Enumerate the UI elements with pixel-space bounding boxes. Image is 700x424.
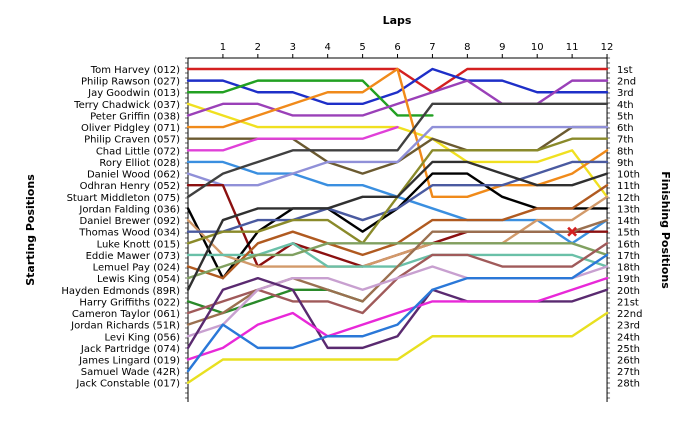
- start-position-label: Philip Rawson (027): [81, 77, 180, 88]
- x-tick-label: 12: [601, 42, 614, 53]
- finish-position-label: 11th: [617, 181, 640, 192]
- start-position-label: Oliver Pidgley (071): [81, 123, 180, 134]
- finish-position-label: 3rd: [617, 88, 634, 99]
- finish-position-label: 10th: [617, 170, 640, 181]
- start-position-label: Levi King (056): [104, 332, 180, 343]
- race-series-line: [186, 79, 434, 117]
- race-series-line: [186, 218, 609, 326]
- race-series-line: [186, 137, 609, 245]
- finish-position-label: 7th: [617, 135, 634, 146]
- finish-position-label: 14th: [617, 216, 640, 227]
- start-position-label: Eddie Mawer (073): [86, 251, 180, 262]
- start-position-label: Samuel Wade (42R): [81, 367, 180, 378]
- x-tick-label: 5: [359, 42, 365, 53]
- left-axis-title: Starting Positions: [24, 174, 37, 286]
- incident-marker-stroke: [567, 226, 578, 237]
- finish-position-label: 6th: [617, 123, 634, 134]
- finish-position-label: 24th: [617, 332, 640, 343]
- race-series-line: [186, 160, 609, 291]
- right-axis-title: Finishing Positions: [659, 171, 672, 289]
- finish-position-label: 18th: [617, 263, 640, 274]
- x-tick-label: 11: [566, 42, 579, 53]
- race-series-line: [186, 253, 609, 373]
- race-series-line: [186, 311, 609, 384]
- race-series-line: [186, 276, 609, 361]
- start-position-label: Jay Goodwin (013): [87, 88, 180, 99]
- finish-position-label: 4th: [617, 100, 634, 111]
- x-tick-label: 7: [429, 42, 435, 53]
- start-position-label: Peter Griffin (038): [90, 111, 180, 122]
- finish-position-label: 23rd: [617, 321, 640, 332]
- finish-position-label: 8th: [617, 146, 634, 157]
- race-series-line: [186, 125, 399, 152]
- x-tick-label: 10: [531, 42, 544, 53]
- finish-position-label: 20th: [617, 286, 640, 297]
- start-position-label: Lewis King (054): [97, 274, 180, 285]
- finish-position-label: 26th: [617, 356, 640, 367]
- finish-position-label: 2nd: [617, 77, 636, 88]
- finish-position-label: 27th: [617, 367, 640, 378]
- race-series-line: [186, 195, 609, 268]
- start-position-label: Daniel Brewer (092): [80, 216, 181, 227]
- start-position-label: Harry Griffiths (022): [79, 297, 180, 308]
- x-tick-label: 8: [464, 42, 470, 53]
- race-series-line: [186, 67, 609, 199]
- start-position-label: Chad Little (072): [96, 146, 180, 157]
- race-series-line: [186, 67, 609, 106]
- start-position-label: Luke Knott (015): [97, 239, 181, 250]
- race-series-line: [186, 102, 609, 199]
- x-tick-label: 4: [324, 42, 330, 53]
- finish-position-label: 15th: [617, 228, 640, 239]
- x-tick-label: 9: [499, 42, 505, 53]
- start-position-label: Lemuel Pay (024): [93, 263, 181, 274]
- finish-position-label: 25th: [617, 344, 640, 355]
- chart-title: Laps: [383, 14, 412, 27]
- race-series-line: [186, 79, 609, 117]
- start-position-label: Cameron Taylor (061): [72, 309, 180, 320]
- start-position-label: Odhran Henry (052): [80, 181, 181, 192]
- start-position-label: Jack Partridge (074): [80, 344, 180, 355]
- start-position-label: Tom Harvey (012): [90, 65, 180, 76]
- start-position-label: Jordan Falding (036): [78, 204, 180, 215]
- finish-position-label: 5th: [617, 111, 634, 122]
- start-position-label: Philip Craven (057): [84, 135, 180, 146]
- start-position-label: Stuart Middleton (075): [67, 193, 181, 204]
- x-tick-label: 6: [394, 42, 400, 53]
- x-tick-label: 1: [220, 42, 226, 53]
- x-tick-label: 3: [290, 42, 296, 53]
- race-series-line: [186, 160, 609, 233]
- start-position-label: Daniel Wood (062): [87, 170, 180, 181]
- finish-position-label: 9th: [617, 158, 634, 169]
- finish-position-label: 16th: [617, 239, 640, 250]
- start-position-label: Terry Chadwick (037): [73, 100, 180, 111]
- finish-position-label: 21st: [617, 297, 639, 308]
- start-position-label: Rory Elliot (028): [99, 158, 180, 169]
- finish-position-label: 28th: [617, 379, 640, 390]
- incident-marker-icon: [567, 226, 578, 237]
- finish-position-label: 12th: [617, 193, 640, 204]
- x-tick-label: 2: [255, 42, 261, 53]
- race-series-line: [186, 125, 609, 187]
- race-series-line: [186, 242, 609, 280]
- start-position-label: James Lingard (019): [78, 356, 180, 367]
- start-position-label: Jack Constable (017): [75, 379, 180, 390]
- finish-position-label: 19th: [617, 274, 640, 285]
- finish-position-label: 1st: [617, 65, 633, 76]
- finish-position-label: 13th: [617, 204, 640, 215]
- start-position-label: Hayden Edmonds (89R): [61, 286, 180, 297]
- start-position-label: Thomas Wood (034): [78, 228, 180, 239]
- finish-position-label: 17th: [617, 251, 640, 262]
- finish-position-label: 22nd: [617, 309, 642, 320]
- start-position-label: Jordan Richards (51R): [70, 321, 180, 332]
